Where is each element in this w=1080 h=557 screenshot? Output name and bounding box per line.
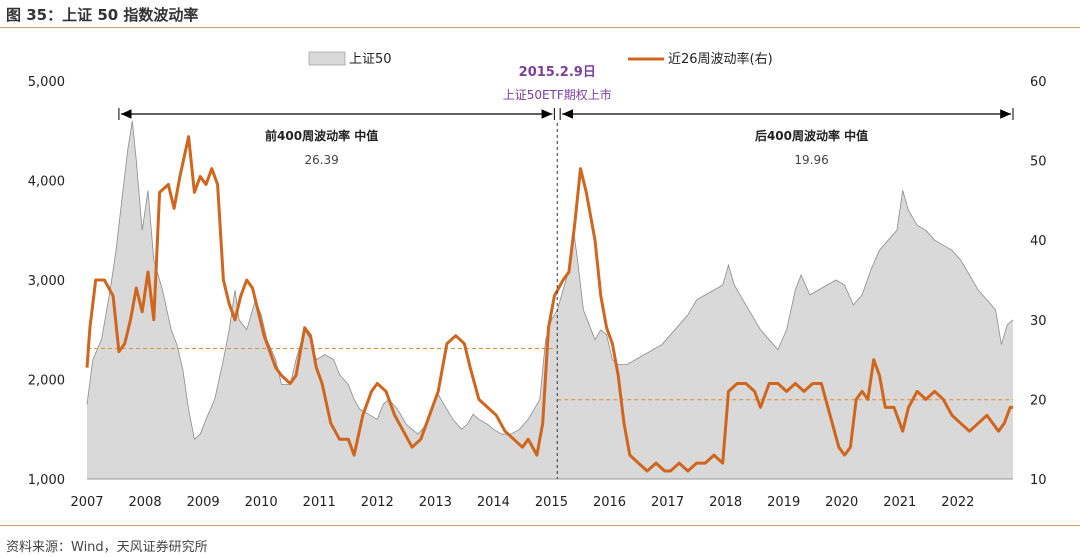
x-tick-label: 2017 <box>651 495 684 510</box>
reference-lines <box>87 348 1013 401</box>
x-tick-label: 2018 <box>709 495 742 510</box>
y-right-tick-label: 20 <box>1030 393 1047 408</box>
x-tick-label: 2011 <box>303 495 336 510</box>
top-rule <box>0 27 1080 28</box>
x-tick-label: 2014 <box>477 495 510 510</box>
median-value-1: 26.39 <box>304 153 338 167</box>
median-label-2: 后400周波动率 中值 <box>755 128 868 143</box>
area-layer <box>86 120 1014 480</box>
x-tick-label: 2019 <box>767 495 800 510</box>
x-tick-label: 2015 <box>535 495 568 510</box>
x-tick-label: 2013 <box>419 495 452 510</box>
median-label-1: 前400周波动率 中值 <box>265 128 378 143</box>
chart: 2007 2008 2009 2010 2011 2012 2013 2014 2015 2016… <box>28 51 1047 510</box>
x-tick-label: 2021 <box>883 495 916 510</box>
y-left-tick-label: 1,000 <box>28 473 65 488</box>
y-right-tick-label: 50 <box>1030 155 1047 170</box>
y-left-tick-label: 2,000 <box>28 374 65 389</box>
legend: 上证50 近26周波动率(右) <box>308 51 773 67</box>
bottom-rule <box>0 525 1080 526</box>
axes: 2007 2008 2009 2010 2011 2012 2013 2014 2015 2016… <box>28 75 1047 510</box>
x-tick-label: 2020 <box>825 495 858 510</box>
y-left-tick-label: 4,000 <box>28 175 65 190</box>
x-tick-label: 2012 <box>361 495 394 510</box>
event-date-label: 2015.2.9日 <box>519 65 596 80</box>
source-note: 资料来源：Wind，天风证券研究所 <box>6 540 208 555</box>
y-right-tick-label: 30 <box>1030 314 1047 329</box>
legend-label-area: 上证50 <box>349 52 392 67</box>
event-desc-label: 上证50ETF期权上市 <box>503 87 612 102</box>
figure-title: 图 35：上证 50 指数波动率 <box>6 6 199 24</box>
line-layer <box>85 135 1013 473</box>
x-tick-label: 2007 <box>70 495 103 510</box>
legend-label-line: 近26周波动率(右) <box>668 51 773 67</box>
area-series-outline <box>86 120 1014 440</box>
legend-swatch-area <box>308 51 346 66</box>
x-tick-label: 2010 <box>245 495 278 510</box>
y-right-tick-label: 60 <box>1030 75 1047 90</box>
y-left-tick-label: 5,000 <box>28 75 65 90</box>
y-right-tick-label: 40 <box>1030 234 1047 249</box>
volatility-line <box>85 135 1013 473</box>
median-value-2: 19.96 <box>794 153 828 167</box>
x-tick-label: 2008 <box>129 495 162 510</box>
y-right-tick-label: 10 <box>1030 473 1047 488</box>
area-series-shsz50 <box>87 120 1013 480</box>
y-left-tick-label: 3,000 <box>28 274 65 289</box>
x-tick-label: 2009 <box>187 495 220 510</box>
x-tick-label: 2022 <box>941 495 974 510</box>
x-tick-label: 2016 <box>593 495 626 510</box>
